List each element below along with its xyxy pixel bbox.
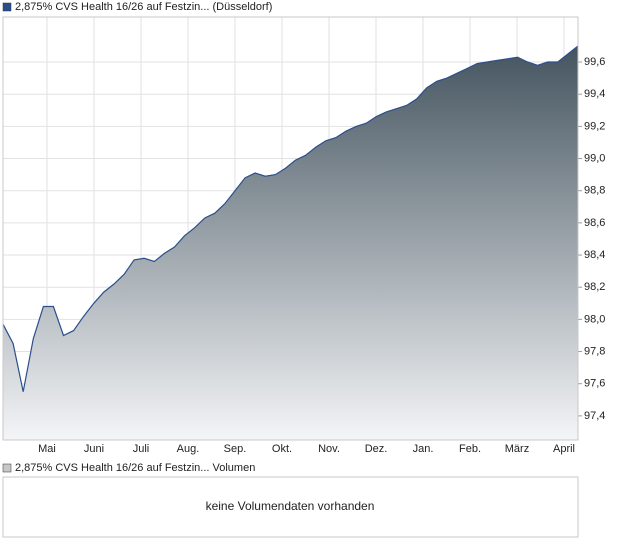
volume-panel: [2, 476, 579, 538]
x-tick-label: Okt.: [272, 443, 292, 455]
y-tick-label: 99,4: [584, 88, 605, 100]
x-tick-label: März: [505, 443, 529, 455]
x-tick-label: Dez.: [365, 443, 388, 455]
volume-legend-label: 2,875% CVS Health 16/26 auf Festzin... V…: [15, 462, 255, 474]
y-tick-label: 97,4: [584, 410, 605, 422]
y-tick-label: 97,6: [584, 378, 605, 390]
volume-note: keine Volumendaten vorhanden: [206, 499, 375, 513]
x-tick-label: Juli: [133, 443, 150, 455]
legend-label: 2,875% CVS Health 16/26 auf Festzin... (…: [15, 1, 272, 13]
y-tick-label: 97,8: [584, 345, 605, 357]
x-tick-label: Jan.: [413, 443, 434, 455]
y-tick-label: 98,4: [584, 249, 605, 261]
plot-border: [2, 16, 579, 441]
x-tick-label: April: [553, 443, 575, 455]
y-tick-label: 99,0: [584, 152, 605, 164]
x-tick-label: Juni: [84, 443, 104, 455]
y-tick-label: 98,2: [584, 281, 605, 293]
legend-swatch: [2, 2, 12, 12]
line: [2, 45, 579, 392]
x-tick-label: Aug.: [177, 443, 200, 455]
y-tick-label: 98,6: [584, 217, 605, 229]
volume-legend-swatch: [2, 463, 12, 473]
y-tick-label: 99,6: [584, 56, 605, 68]
y-tick-label: 98,8: [584, 185, 605, 197]
x-tick-label: Nov.: [318, 443, 340, 455]
x-tick-label: Mai: [38, 443, 56, 455]
x-tick-label: Feb.: [459, 443, 481, 455]
area: [3, 46, 578, 440]
y-tick-label: 99,2: [584, 120, 605, 132]
y-tick-label: 98,0: [584, 313, 605, 325]
x-tick-label: Sep.: [224, 443, 247, 455]
